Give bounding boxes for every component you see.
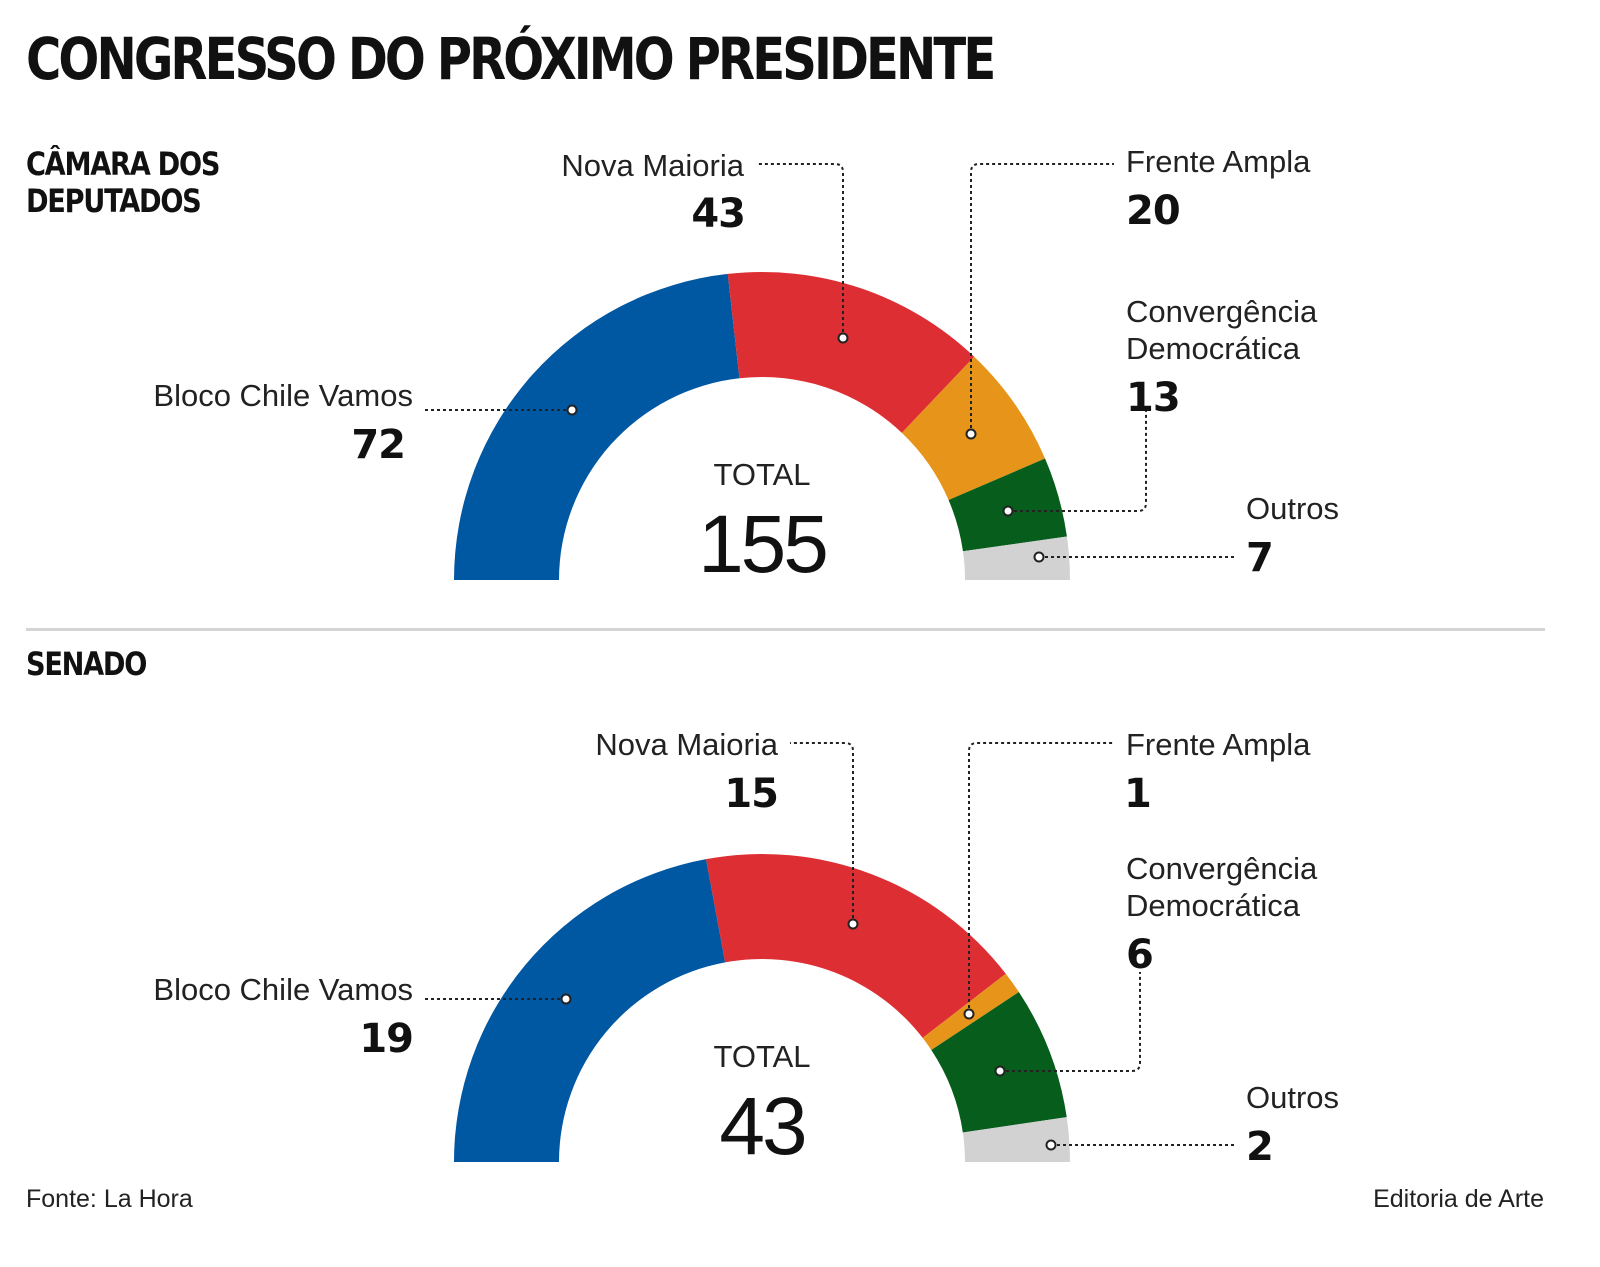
senate-donut-chart: Bloco Chile Vamos 19 Nova Maioria 15 Frente … (153, 727, 1339, 1172)
donut-slice-bloco-chile-vamos (454, 859, 726, 1162)
series-label-bloco-chile-vamos: Bloco Chile Vamos (153, 378, 413, 413)
donut-slice-nova-maioria (727, 272, 975, 433)
series-label-nova-maioria: Nova Maioria (561, 148, 744, 183)
credit-note: Editoria de Arte (1373, 1185, 1544, 1213)
leader-dot-frente-ampla (965, 428, 977, 440)
series-label-bloco-chile-vamos: Bloco Chile Vamos (153, 972, 413, 1007)
series-value-outros: 2 (1246, 1124, 1273, 1170)
leader-dot-nova-maioria (847, 918, 859, 930)
leader-dot-convergencia-democratica (994, 1065, 1006, 1077)
series-label-frente-ampla: Frente Ampla (1126, 144, 1311, 179)
series-label-outros: Outros (1246, 491, 1339, 526)
chamber-section-title: CÂMARA DOS DEPUTADOS (26, 145, 220, 220)
series-label-convergencia-democratica: Convergência Democrática (1126, 851, 1318, 923)
series-label-nova-maioria: Nova Maioria (595, 727, 778, 762)
series-label-outros: Outros (1246, 1080, 1339, 1115)
source-note: Fonte: La Hora (26, 1185, 193, 1213)
leader-dot-bloco-chile-vamos (566, 404, 578, 416)
donut-slice-outros (962, 1117, 1070, 1162)
total-value: 43 (719, 1081, 804, 1172)
series-value-bloco-chile-vamos: 72 (351, 422, 405, 468)
total-label: TOTAL (713, 457, 810, 492)
series-value-convergencia-democratica: 6 (1126, 932, 1153, 978)
donut-slice-outros (962, 536, 1070, 580)
donut-slice-bloco-chile-vamos (454, 273, 740, 580)
leader-dot-outros (1033, 551, 1045, 563)
series-label-frente-ampla: Frente Ampla (1126, 727, 1311, 762)
donut-slice-convergencia-democratica (931, 992, 1067, 1133)
donut-slice-nova-maioria (706, 854, 1006, 1038)
series-value-nova-maioria: 43 (691, 191, 745, 237)
total-value: 155 (698, 499, 826, 590)
page-title: CONGRESSO DO PRÓXIMO PRESIDENTE (26, 25, 996, 93)
leader-dot-nova-maioria (837, 332, 849, 344)
donut-slice-convergencia-democratica (948, 458, 1067, 552)
senate-section-title: SENADO (26, 645, 147, 683)
donut-slice-frente-ampla (901, 356, 1046, 500)
leader-dot-convergencia-democratica (1002, 505, 1014, 517)
leader-dot-frente-ampla (963, 1008, 975, 1020)
leader-line-convergencia-democratica (1000, 972, 1141, 1072)
series-value-frente-ampla: 1 (1124, 771, 1151, 817)
series-value-convergencia-democratica: 13 (1126, 375, 1180, 421)
series-value-outros: 7 (1246, 535, 1273, 581)
total-label: TOTAL (713, 1039, 810, 1074)
series-value-frente-ampla: 20 (1126, 188, 1180, 234)
series-value-nova-maioria: 15 (724, 771, 778, 817)
series-value-bloco-chile-vamos: 19 (359, 1016, 413, 1062)
section-divider (26, 628, 1545, 631)
series-label-convergencia-democratica: Convergência Democrática (1126, 294, 1318, 366)
leader-dot-outros (1045, 1139, 1057, 1151)
chamber-donut-chart: Bloco Chile Vamos 72 Nova Maioria 43 Frente … (153, 144, 1339, 590)
leader-dot-bloco-chile-vamos (560, 993, 572, 1005)
